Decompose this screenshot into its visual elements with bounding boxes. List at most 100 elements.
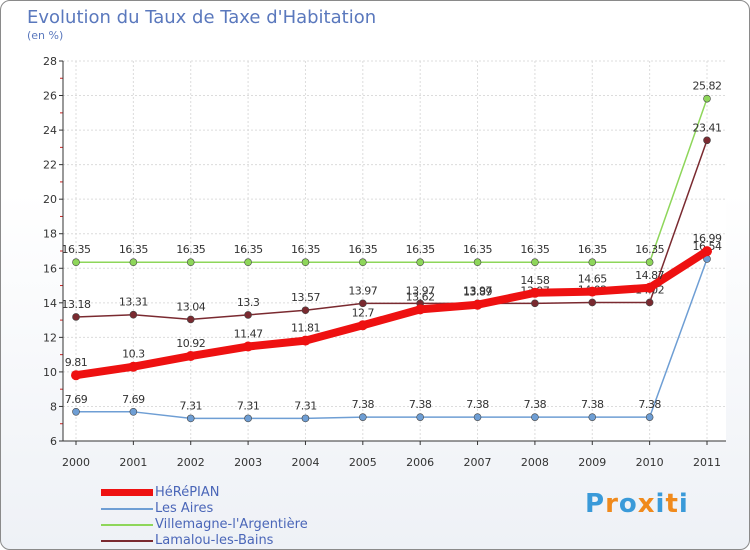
x-tick-label: 2008 [521, 456, 549, 469]
data-label: 13.62 [406, 290, 435, 303]
x-tick-label: 2007 [464, 456, 492, 469]
chart-title: Evolution du Taux de Taxe d'Habitation [27, 7, 377, 28]
x-tick-label: 2006 [406, 456, 434, 469]
data-point [244, 258, 252, 267]
data-label: 10.3 [122, 348, 145, 361]
data-label: 13.04 [176, 300, 205, 313]
data-point [359, 299, 367, 308]
data-label: 16.35 [463, 243, 492, 256]
data-label: 7.31 [237, 399, 260, 412]
data-point [300, 335, 311, 346]
legend-label-les-aires: Les Aires [155, 501, 214, 516]
x-tick-label: 2001 [119, 456, 147, 469]
data-label: 7.31 [179, 399, 202, 412]
data-point [529, 287, 540, 298]
plot-area [63, 61, 726, 441]
logo-letter: i [655, 489, 666, 519]
data-point [531, 413, 539, 421]
y-tick-label: 20 [43, 193, 57, 206]
data-label: 13.31 [119, 296, 148, 309]
logo-letter: o [618, 489, 638, 519]
legend-swatch-villemagne [101, 524, 153, 526]
data-point [186, 258, 195, 267]
x-tick-label: 2002 [177, 456, 205, 469]
y-tick-label: 16 [43, 262, 57, 275]
chart-subtitle: (en %) [27, 29, 64, 42]
data-point [531, 299, 539, 308]
legend-label-herepian: HéRéPIAN [155, 485, 220, 500]
y-tick-label: 8 [50, 400, 57, 413]
data-label: 16.35 [291, 243, 320, 256]
x-tick-label: 2011 [693, 456, 721, 469]
data-point [645, 298, 654, 307]
data-label: 13.97 [463, 284, 492, 297]
data-label: 13.97 [348, 284, 377, 297]
legend-label-lamalou: Lamalou-les-Bains [155, 533, 274, 548]
data-point [415, 304, 426, 315]
y-tick-label: 18 [43, 228, 57, 241]
data-label: 16.35 [635, 243, 664, 256]
series-line [75, 97, 708, 263]
data-point [644, 282, 655, 293]
data-label: 16.35 [578, 243, 607, 256]
data-label: 16.35 [119, 243, 148, 256]
data-label: 7.31 [294, 399, 317, 412]
legend-swatch-herepian [101, 489, 153, 496]
data-label: 14.65 [578, 273, 607, 286]
data-point [243, 341, 254, 352]
legend-label-villemagne: Villemagne-l'Argentière [155, 517, 308, 532]
series-line [75, 258, 708, 420]
series-line [75, 139, 708, 321]
data-label: 13.57 [291, 291, 320, 304]
data-label: 12.7 [352, 306, 375, 319]
data-point [588, 258, 597, 267]
data-point [587, 286, 598, 297]
data-label: 9.81 [65, 356, 88, 369]
x-tick-label: 2000 [62, 456, 90, 469]
y-tick-label: 28 [43, 55, 57, 68]
legend-swatch-lamalou [101, 540, 153, 542]
data-point [359, 413, 367, 421]
series-line [72, 247, 711, 380]
x-tick-label: 2005 [349, 456, 377, 469]
legend-swatch-les-aires [101, 508, 153, 510]
data-point [703, 136, 711, 145]
data-label: 16.35 [406, 243, 435, 256]
data-label: 16.35 [176, 243, 205, 256]
data-point [645, 413, 654, 421]
x-tick-label: 2003 [234, 456, 262, 469]
data-point [244, 414, 252, 423]
logo-letter: P [585, 489, 606, 519]
data-label: 10.92 [176, 337, 205, 350]
data-point [301, 258, 310, 267]
data-point [301, 414, 310, 423]
data-point [72, 408, 80, 416]
data-point [357, 320, 368, 331]
data-point [244, 311, 252, 319]
logo-letter: t [665, 489, 679, 519]
y-tick-label: 26 [43, 90, 57, 103]
data-label: 13.89 [463, 286, 492, 299]
data-point [129, 258, 138, 267]
data-point [185, 351, 196, 362]
data-point [186, 315, 195, 324]
data-point [129, 310, 138, 319]
data-point [301, 306, 310, 315]
y-tick-label: 10 [43, 366, 57, 379]
data-label: 13.18 [62, 298, 91, 311]
y-tick-label: 12 [43, 331, 57, 344]
x-tick-label: 2004 [291, 456, 319, 469]
data-point [531, 258, 539, 267]
proxiti-logo: Proxiti [585, 489, 689, 519]
data-label: 7.38 [466, 398, 489, 411]
data-label: 7.69 [65, 393, 88, 406]
data-label: 13.3 [237, 296, 260, 309]
data-point [473, 258, 482, 267]
data-point [472, 299, 483, 310]
data-label: 7.69 [122, 393, 145, 406]
data-label: 16.35 [348, 243, 377, 256]
data-point [473, 413, 482, 421]
data-point [703, 94, 711, 103]
data-label: 11.81 [291, 322, 320, 335]
